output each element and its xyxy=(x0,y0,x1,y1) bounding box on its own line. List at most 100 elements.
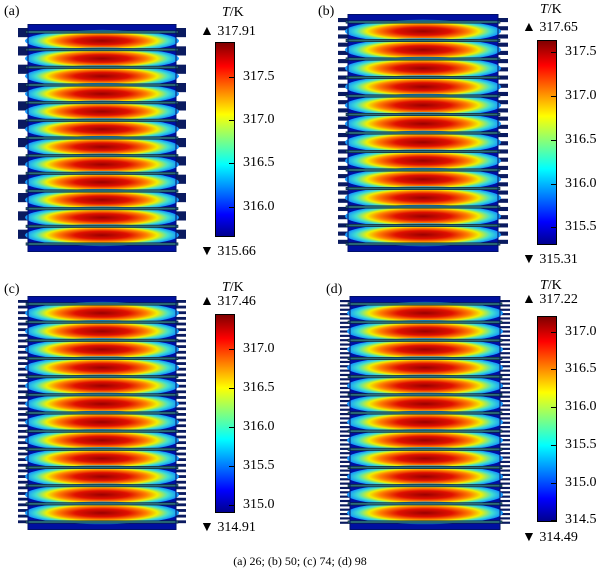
panel-b-colorbar-title: T/K xyxy=(540,2,562,18)
cooling-fin xyxy=(176,498,186,501)
cooling-fin xyxy=(176,379,186,382)
colorbar-tick-label: 315.0 xyxy=(565,475,597,491)
cooling-fin xyxy=(176,362,186,365)
cooling-fin xyxy=(18,390,28,393)
cooling-fin xyxy=(176,334,186,337)
cooling-fin xyxy=(500,309,510,311)
colorbar-tick-label: 317.5 xyxy=(565,44,597,60)
cooling-fin xyxy=(340,509,350,511)
cooling-fin xyxy=(340,417,350,419)
panel-b-min-label: ▼ 315.31 xyxy=(522,252,578,268)
separator-plate xyxy=(26,303,178,305)
separator-plate xyxy=(26,357,178,359)
cooling-fin xyxy=(18,396,28,399)
cooling-fin xyxy=(500,487,510,489)
cooling-fin xyxy=(338,43,348,47)
separator-plate xyxy=(346,187,500,189)
panel-b-colorbar xyxy=(537,40,557,245)
cooling-fin xyxy=(498,43,508,47)
cooling-fin xyxy=(500,461,510,463)
colorbar-tick-label: 316.5 xyxy=(243,155,275,171)
panel-d-max-label: ▲ 317.22 xyxy=(522,292,578,308)
cooling-fin xyxy=(18,470,28,473)
colorbar-tick-label: 316.0 xyxy=(243,419,275,435)
cooling-fin xyxy=(498,182,508,186)
cooling-fin xyxy=(340,487,350,489)
cooling-fin xyxy=(500,300,510,302)
separator-plate xyxy=(26,31,178,33)
cooling-fin xyxy=(498,108,508,112)
panel-d-colorbar xyxy=(537,316,557,522)
cooling-fin xyxy=(176,396,186,399)
cooling-fin xyxy=(18,362,28,365)
cooling-fin xyxy=(176,407,186,410)
cooling-fin xyxy=(338,191,348,195)
cooling-fin xyxy=(176,306,186,309)
panel-c-min-label: ▼ 314.91 xyxy=(200,520,256,536)
separator-plate xyxy=(346,224,500,226)
cooling-fin xyxy=(18,407,28,410)
separator-plate xyxy=(348,412,502,414)
separator-plate xyxy=(346,206,500,208)
colorbar-tick-label: 316.0 xyxy=(565,176,597,192)
separator-plate xyxy=(26,375,178,377)
cooling-fin xyxy=(340,378,350,380)
separator-plate xyxy=(26,339,178,341)
cooling-fin xyxy=(500,391,510,393)
cooling-fin xyxy=(340,461,350,463)
separator-plate xyxy=(348,321,502,323)
separator-plate xyxy=(26,394,178,396)
separator-plate xyxy=(26,66,178,68)
cooling-fin xyxy=(498,34,508,38)
separator-plate xyxy=(346,113,500,115)
cooling-fin xyxy=(340,443,350,445)
panel-a-label: (a) xyxy=(4,4,20,20)
cooling-fin xyxy=(500,409,510,411)
separator-plate xyxy=(346,243,500,245)
separator-plate xyxy=(346,95,500,97)
cooling-fin xyxy=(18,300,28,303)
cooling-fin xyxy=(498,117,508,121)
separator-plate xyxy=(346,21,500,23)
cooling-fin xyxy=(340,317,350,319)
cooling-fin xyxy=(500,470,510,472)
panel-a-colorbar xyxy=(215,42,235,237)
cooling-fin xyxy=(500,361,510,363)
separator-plate xyxy=(346,76,500,78)
separator-plate xyxy=(348,339,502,341)
separator-plate xyxy=(346,169,500,171)
separator-plate xyxy=(26,484,178,486)
separator-plate xyxy=(26,521,178,523)
separator-plate xyxy=(348,503,502,505)
separator-plate xyxy=(348,394,502,396)
separator-plate xyxy=(26,137,178,139)
separator-plate xyxy=(26,503,178,505)
cooling-fin xyxy=(500,417,510,419)
separator-plate xyxy=(26,321,178,323)
cooling-fin xyxy=(18,379,28,382)
cooling-fin xyxy=(340,435,350,437)
cooling-fin xyxy=(340,300,350,302)
cooling-fin xyxy=(176,390,186,393)
colorbar-tick-label: 315.5 xyxy=(243,458,275,474)
cooling-fin xyxy=(340,335,350,337)
panel-d-min-label: ▼ 314.49 xyxy=(522,530,578,546)
separator-plate xyxy=(26,448,178,450)
separator-plate xyxy=(26,466,178,468)
separator-plate xyxy=(26,207,178,209)
panel-c-colorbar xyxy=(215,314,235,513)
cooling-fin xyxy=(340,343,350,345)
cooling-fin xyxy=(176,424,186,427)
panel-a-min-label: ▼ 315.66 xyxy=(200,244,256,260)
panel-b-label: (b) xyxy=(318,4,334,20)
cooling-fin xyxy=(500,335,510,337)
cooling-fin xyxy=(176,481,186,484)
separator-plate xyxy=(26,84,178,86)
colorbar-tick-label: 317.5 xyxy=(243,69,275,85)
colorbar-tick-label: 316.5 xyxy=(565,132,597,148)
cooling-fin xyxy=(18,453,28,456)
cooling-fin xyxy=(340,352,350,354)
colorbar-tick-label: 316.5 xyxy=(565,361,597,377)
cooling-fin xyxy=(340,452,350,454)
cooling-fin xyxy=(338,108,348,112)
